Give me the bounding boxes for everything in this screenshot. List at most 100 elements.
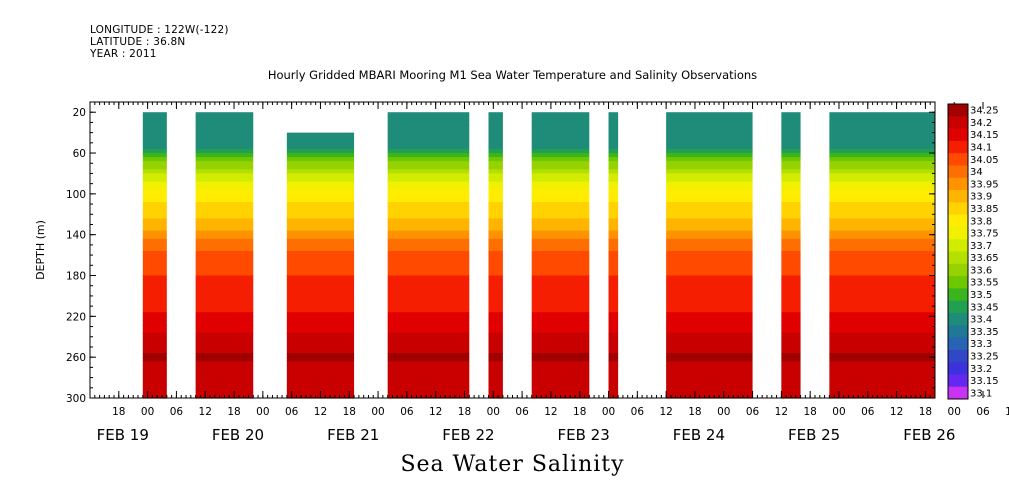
salinity-cell — [666, 389, 753, 395]
salinity-cell — [488, 234, 503, 240]
salinity-cell — [488, 255, 503, 260]
salinity-cell — [286, 381, 355, 387]
x-tick-label: 00 — [371, 406, 384, 418]
salinity-cell — [195, 242, 254, 248]
salinity-cell — [488, 210, 503, 215]
salinity-cell — [286, 279, 355, 285]
salinity-cell — [286, 210, 355, 215]
salinity-cell — [142, 381, 167, 387]
y-tick-label: 300 — [66, 393, 86, 405]
data-segment — [608, 112, 619, 399]
salinity-cell — [781, 136, 801, 142]
salinity-cell — [387, 144, 470, 150]
salinity-cell — [666, 165, 753, 170]
x-tick-label: 06 — [170, 406, 184, 418]
salinity-cell — [781, 263, 801, 268]
salinity-cell — [829, 230, 936, 236]
salinity-cell — [488, 177, 503, 183]
salinity-cell — [286, 222, 355, 228]
salinity-cell — [488, 238, 503, 244]
salinity-cell — [387, 287, 470, 293]
salinity-cell — [829, 328, 936, 334]
salinity-cell — [142, 242, 167, 248]
salinity-cell — [286, 263, 355, 268]
salinity-cell — [781, 238, 801, 244]
salinity-cell — [531, 279, 590, 285]
x-tick-label: 00 — [487, 406, 500, 418]
salinity-cell — [829, 291, 936, 297]
salinity-cell — [666, 148, 753, 154]
salinity-cell — [195, 197, 254, 203]
salinity-cell — [142, 328, 167, 334]
x-day-label: FEB 19 — [97, 426, 149, 444]
salinity-cell — [781, 271, 801, 277]
salinity-cell — [286, 324, 355, 330]
salinity-cell — [142, 214, 167, 219]
salinity-cell — [286, 259, 355, 264]
color-legend: 34.2534.234.1534.134.053433.9533.933.853… — [947, 103, 999, 400]
salinity-cell — [488, 169, 503, 175]
salinity-cell — [829, 304, 936, 309]
legend-label: 33.45 — [970, 302, 999, 313]
salinity-cell — [142, 144, 167, 150]
salinity-cell — [387, 157, 470, 162]
salinity-cell — [387, 148, 470, 154]
salinity-cell — [531, 332, 590, 338]
salinity-cell — [195, 349, 254, 354]
salinity-cell — [829, 206, 936, 211]
data-segment — [666, 112, 753, 399]
salinity-cell — [286, 353, 355, 358]
salinity-cell — [829, 389, 936, 395]
salinity-cell — [666, 259, 753, 264]
salinity-cell — [781, 226, 801, 232]
salinity-cell — [488, 246, 503, 252]
salinity-cell — [531, 234, 590, 240]
salinity-cell — [195, 112, 254, 117]
salinity-cell — [387, 332, 470, 338]
salinity-cell — [286, 255, 355, 260]
salinity-cell — [531, 169, 590, 175]
salinity-cell — [195, 361, 254, 366]
salinity-cell — [829, 275, 936, 281]
salinity-cell — [286, 385, 355, 391]
salinity-cell — [387, 124, 470, 130]
salinity-cell — [829, 210, 936, 215]
salinity-cell — [608, 234, 619, 240]
salinity-cell — [781, 275, 801, 281]
salinity-cell — [195, 173, 254, 179]
salinity-cell — [286, 197, 355, 203]
salinity-cell — [142, 312, 167, 317]
legend-swatch — [948, 349, 968, 363]
salinity-cell — [666, 255, 753, 260]
salinity-cell — [142, 251, 167, 256]
salinity-cell — [608, 153, 619, 158]
salinity-cell — [387, 373, 470, 379]
salinity-cell — [195, 324, 254, 330]
salinity-cell — [781, 230, 801, 236]
salinity-cell — [488, 263, 503, 268]
salinity-cell — [666, 291, 753, 297]
salinity-cell — [666, 136, 753, 142]
salinity-cell — [829, 153, 936, 158]
salinity-cell — [387, 242, 470, 248]
salinity-cell — [781, 353, 801, 358]
salinity-cell — [286, 373, 355, 379]
salinity-cell — [387, 275, 470, 281]
y-tick-label: 260 — [66, 352, 86, 364]
salinity-cell — [195, 161, 254, 166]
salinity-cell — [608, 283, 619, 289]
salinity-cell — [781, 259, 801, 264]
salinity-cell — [142, 165, 167, 170]
x-tick-label: 06 — [285, 406, 299, 418]
salinity-cell — [608, 181, 619, 187]
salinity-cell — [488, 316, 503, 322]
salinity-cell — [488, 136, 503, 142]
salinity-cell — [286, 332, 355, 338]
salinity-cell — [142, 295, 167, 301]
salinity-cell — [142, 373, 167, 379]
salinity-cell — [829, 300, 936, 305]
salinity-cell — [142, 181, 167, 187]
salinity-cell — [608, 157, 619, 162]
salinity-cell — [286, 140, 355, 146]
salinity-cell — [286, 148, 355, 154]
